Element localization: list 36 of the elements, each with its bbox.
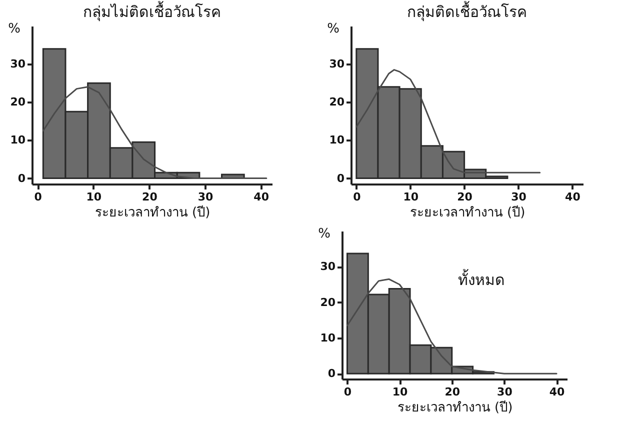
- x-tick-label: 10: [403, 190, 419, 204]
- x-tick-label: 0: [34, 190, 42, 204]
- x-tick-label: 40: [565, 190, 581, 204]
- x-tick-label: 40: [254, 190, 270, 204]
- x-axis-title: ระยะเวลาทำงาน (ปี): [397, 400, 513, 416]
- y-tick-label: 10: [329, 134, 345, 147]
- y-tick-label: 20: [329, 96, 345, 109]
- annotation: ทั้งหมด: [458, 268, 505, 289]
- line-series: [42, 86, 268, 180]
- x-tick-label: 0: [353, 190, 362, 204]
- y-tick-label: 0: [18, 172, 26, 185]
- x-tick-label: 30: [497, 386, 513, 398]
- y-tick-label: 10: [320, 331, 336, 344]
- y-tick-label: 30: [10, 58, 26, 71]
- x-axis-title: ระยะเวลาทำงาน (ปี): [410, 204, 526, 220]
- y-axis-title: %: [8, 22, 20, 36]
- y-tick-label: 0: [336, 172, 345, 185]
- y-tick-label: 30: [329, 58, 345, 71]
- x-tick-label: 10: [86, 190, 102, 204]
- y-tick-label: 20: [10, 96, 26, 109]
- x-tick-label: 20: [457, 190, 473, 204]
- x-tick-label: 20: [142, 190, 158, 204]
- chart-title: กลุ่มติดเชื้อวัณโรค: [407, 1, 527, 22]
- y-tick-label: 30: [320, 260, 336, 274]
- x-tick-label: 30: [198, 190, 214, 204]
- y-tick-label: 20: [320, 296, 336, 309]
- y-tick-label: 10: [10, 134, 26, 147]
- y-axis-title: %: [318, 226, 330, 242]
- y-axis-title: %: [327, 22, 340, 36]
- y-tick-label: 0: [328, 367, 336, 380]
- x-tick-label: 10: [392, 386, 408, 398]
- x-tick-label: 40: [549, 386, 566, 398]
- x-axis-title: ระยะเวลาทำงาน (ปี): [94, 204, 210, 220]
- chart-title: กลุ่มไม่ติดเชื้อวัณโรค: [83, 1, 221, 22]
- x-tick-label: 30: [511, 190, 527, 204]
- x-tick-label: 20: [444, 386, 460, 398]
